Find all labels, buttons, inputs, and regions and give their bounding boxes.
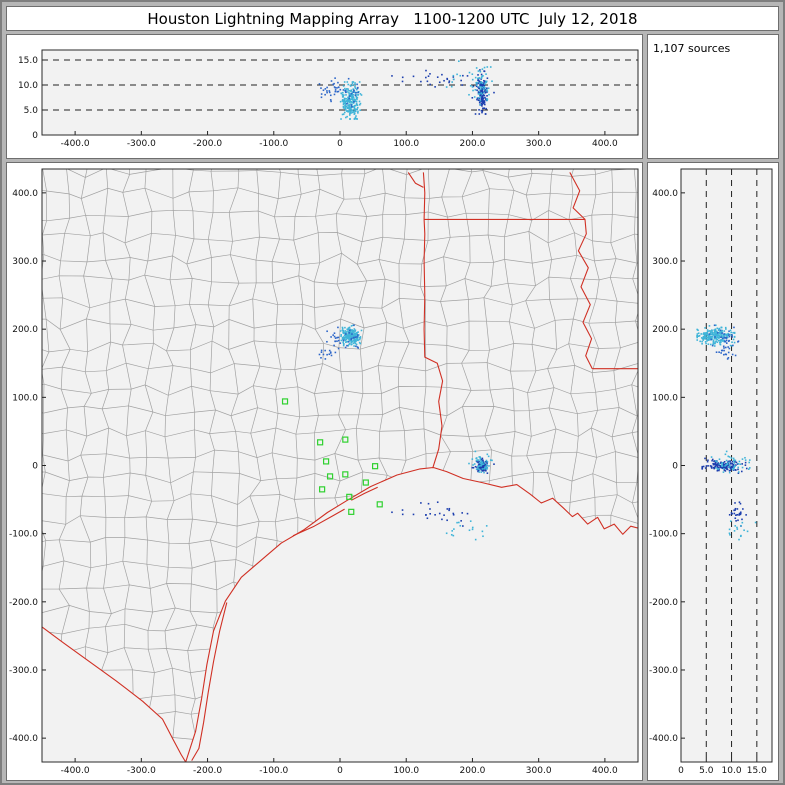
lma-station-marker (376, 501, 383, 508)
ew-alt-plot-bg (42, 50, 638, 135)
border-matagorda-island (292, 508, 345, 537)
svg-text:-100.0: -100.0 (9, 530, 38, 540)
svg-text:10.0: 10.0 (722, 766, 742, 776)
lma-station-marker (317, 439, 324, 446)
lma-stations (281, 398, 383, 515)
svg-text:-400.0: -400.0 (649, 734, 678, 744)
svg-text:0: 0 (32, 131, 38, 141)
lma-station-marker (371, 463, 379, 470)
altitude-vs-northsouth-panel: 0 5.0 10.0 15.0 -400.0 -300.0 -200.0 -100.0 0 100… (647, 162, 779, 781)
lma-station-marker (346, 493, 353, 500)
svg-text:-300.0: -300.0 (127, 766, 156, 776)
border-padre-island (191, 602, 228, 761)
svg-text:300.0: 300.0 (652, 257, 678, 267)
svg-text:15.0: 15.0 (18, 56, 38, 66)
svg-text:200.0: 200.0 (460, 766, 486, 776)
border-gulf-coast (185, 466, 638, 762)
border-tx-la-ar-border (422, 172, 444, 469)
lma-station-marker (362, 479, 369, 486)
svg-text:200.0: 200.0 (12, 325, 38, 335)
svg-text:-400.0: -400.0 (61, 139, 90, 149)
ns-alt-points (696, 324, 757, 541)
lma-station-marker (326, 473, 334, 480)
svg-text:-200.0: -200.0 (649, 598, 678, 608)
source-count-panel: 1,107 sources (647, 34, 779, 159)
svg-text:100.0: 100.0 (393, 766, 419, 776)
plan-view-ticks: -400.0 -400.0 -300.0 -300.0 -200.0 -200.0 -100… (9, 189, 618, 776)
source-count-label: 1,107 sources (653, 42, 731, 55)
lma-station-marker (319, 486, 326, 493)
plan-view-map-plot[interactable]: -400.0 -400.0 -300.0 -300.0 -200.0 -200.0 -100… (7, 163, 642, 780)
plan-view-map-panel: -400.0 -400.0 -300.0 -300.0 -200.0 -200.0 -100… (6, 162, 643, 781)
svg-text:-300.0: -300.0 (9, 666, 38, 676)
svg-text:400.0: 400.0 (652, 189, 678, 199)
svg-text:-100.0: -100.0 (649, 530, 678, 540)
lma-station-marker (342, 436, 349, 443)
svg-text:400.0: 400.0 (592, 139, 618, 149)
svg-text:10.0: 10.0 (18, 81, 38, 91)
svg-text:400.0: 400.0 (592, 766, 618, 776)
lma-station-marker (348, 508, 355, 515)
svg-text:400.0: 400.0 (12, 189, 38, 199)
svg-text:0: 0 (337, 139, 343, 149)
page-title: Houston Lightning Mapping Array 1100-120… (147, 9, 638, 28)
altitude-vs-eastwest-plot[interactable]: -400.0 -300.0 -200.0 -100.0 0 100.0 200.0 300.0… (7, 35, 642, 158)
svg-text:-100.0: -100.0 (259, 766, 288, 776)
svg-text:100.0: 100.0 (12, 393, 38, 403)
svg-text:-300.0: -300.0 (649, 666, 678, 676)
svg-text:5.0: 5.0 (24, 106, 39, 116)
svg-text:-200.0: -200.0 (9, 598, 38, 608)
svg-text:300.0: 300.0 (12, 257, 38, 267)
altitude-vs-eastwest-panel: -400.0 -300.0 -200.0 -100.0 0 100.0 200.0 300.0… (6, 34, 643, 159)
svg-text:-200.0: -200.0 (193, 766, 222, 776)
svg-text:0: 0 (337, 766, 343, 776)
svg-text:-200.0: -200.0 (193, 139, 222, 149)
svg-text:0: 0 (32, 462, 38, 472)
lma-station-marker (342, 471, 349, 478)
border-red-river-tip (407, 172, 424, 188)
ew-alt-gridlines (42, 59, 638, 111)
state-borders (42, 172, 638, 762)
altitude-vs-northsouth-plot[interactable]: 0 5.0 10.0 15.0 -400.0 -300.0 -200.0 -100.0 0 100… (648, 163, 778, 780)
lma-station-marker (281, 398, 289, 405)
svg-text:15.0: 15.0 (747, 766, 767, 776)
svg-text:300.0: 300.0 (526, 766, 552, 776)
svg-text:-100.0: -100.0 (259, 139, 288, 149)
svg-text:100.0: 100.0 (652, 393, 678, 403)
border-galveston-island (351, 486, 378, 501)
svg-text:5.0: 5.0 (699, 766, 714, 776)
svg-text:200.0: 200.0 (460, 139, 486, 149)
svg-text:-300.0: -300.0 (127, 139, 156, 149)
svg-text:300.0: 300.0 (526, 139, 552, 149)
border-mississippi-river (569, 172, 593, 369)
svg-text:0: 0 (672, 462, 678, 472)
svg-text:-400.0: -400.0 (9, 734, 38, 744)
svg-text:100.0: 100.0 (393, 139, 419, 149)
ew-alt-ticks: -400.0 -300.0 -200.0 -100.0 0 100.0 200.0 300.0… (18, 56, 618, 149)
svg-text:200.0: 200.0 (652, 325, 678, 335)
title-bar: Houston Lightning Mapping Array 1100-120… (6, 6, 779, 31)
plan-view-points (318, 324, 495, 541)
svg-text:-400.0: -400.0 (61, 766, 90, 776)
border-rio-grande (42, 626, 187, 762)
lma-station-marker (322, 458, 330, 465)
plan-view-plot-bg (42, 169, 638, 762)
ew-alt-points (318, 60, 495, 120)
svg-text:0: 0 (678, 766, 684, 776)
